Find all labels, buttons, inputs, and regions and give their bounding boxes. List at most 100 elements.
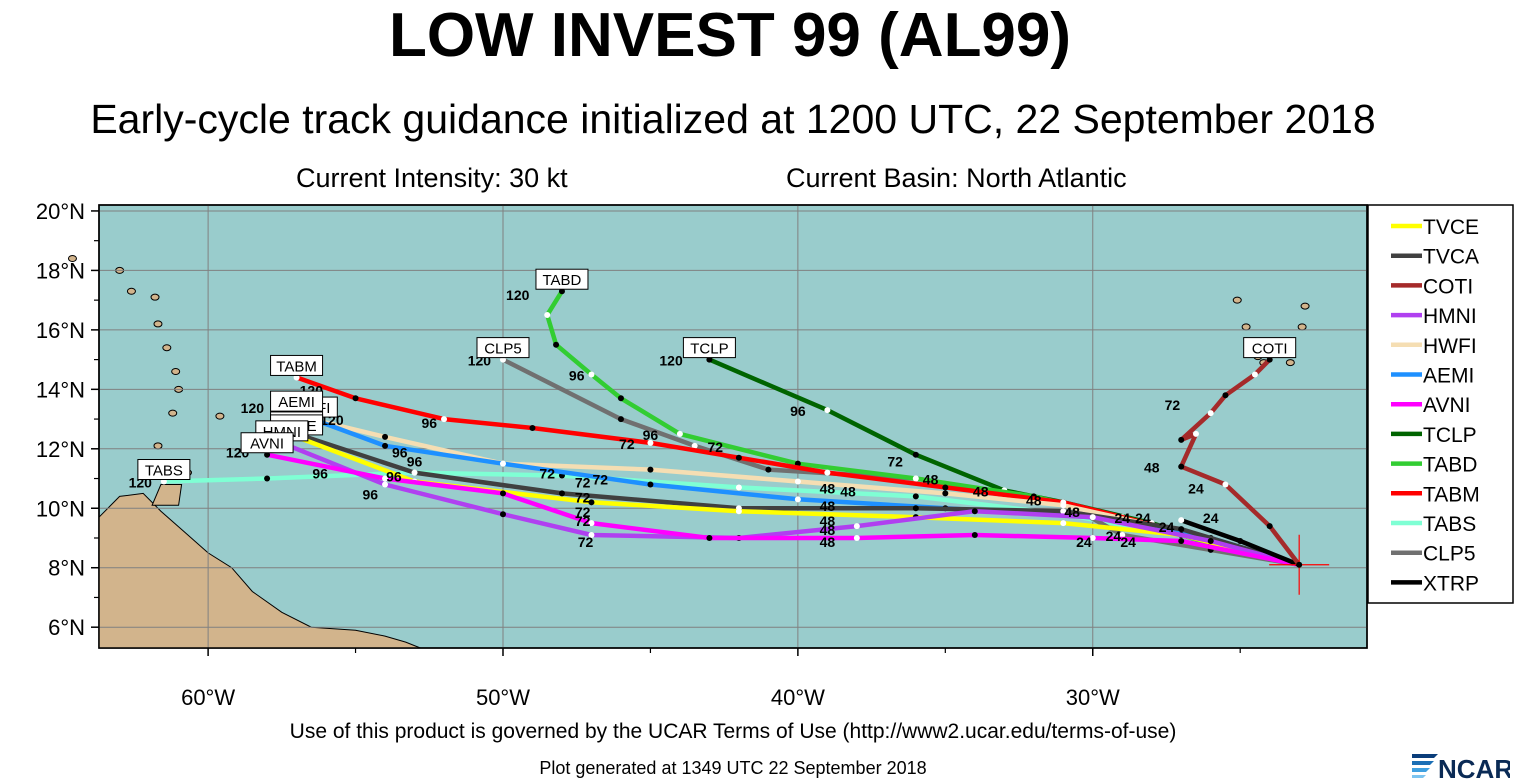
forecast-hour-label: 96 <box>312 466 328 482</box>
track-point-tvca <box>1060 508 1067 515</box>
island <box>67 255 77 263</box>
legend-item-tvce: TVCE <box>1391 216 1479 239</box>
lat-tick-label: 14°N <box>36 377 85 402</box>
track-point-tabm <box>529 424 536 431</box>
forecast-hour-label: 48 <box>820 534 836 550</box>
page-title: LOW INVEST 99 (AL99) <box>388 1 1072 70</box>
track-point-hwfi <box>382 433 389 440</box>
forecast-hour-label: 48 <box>1026 492 1042 508</box>
page-subtitle: Early-cycle track guidance initialized a… <box>90 96 1376 142</box>
forecast-hour-label: 96 <box>790 403 806 419</box>
legend: TVCE TVCA COTI HMNI HWFI AEMI AVNI TCLP TABD TABM… <box>1367 204 1514 604</box>
track-label-box <box>270 354 324 376</box>
track-label-text: TABM <box>276 358 317 375</box>
track-point-avni <box>499 490 506 497</box>
forecast-hour-label: 96 <box>569 367 585 383</box>
track-point-hwfi <box>1060 502 1067 509</box>
track-point-tabm <box>824 469 831 476</box>
track-coti <box>1178 357 1302 568</box>
forecast-hour-label: 72 <box>575 504 591 520</box>
forecast-hour-label: 48 <box>973 483 989 499</box>
track-point-tclp <box>912 451 919 458</box>
legend-label: AEMI <box>1423 365 1474 388</box>
track-point-coti <box>1178 463 1185 470</box>
lat-tick-label: 6°N <box>48 615 85 640</box>
track-label-text: TCLP <box>690 341 728 358</box>
track-point-clp5 <box>1119 532 1126 539</box>
track-point-tabm <box>647 439 654 446</box>
forecast-hour-label: 48 <box>820 513 836 529</box>
track-label-box <box>137 459 191 481</box>
track-point-avni <box>588 520 595 527</box>
forecast-hour-label: 120 <box>506 287 530 303</box>
forecast-hour-label: 72 <box>708 439 724 455</box>
island <box>1300 302 1310 310</box>
track-point-aemi <box>499 460 506 467</box>
forecast-hour-label: 24 <box>1135 510 1151 526</box>
legend-label: XTRP <box>1423 572 1479 595</box>
ncar-logo-mark <box>1412 754 1438 778</box>
track-point-tabs <box>735 484 742 491</box>
lat-tick-label: 20°N <box>36 199 85 224</box>
legend-item-tabs: TABS <box>1391 513 1476 536</box>
track-point-tabd <box>676 430 683 437</box>
lon-tick-label: 40°W <box>771 685 825 710</box>
track-point-tabm <box>352 395 359 402</box>
lat-tick-label: 12°N <box>36 437 85 462</box>
track-point-tabd <box>912 475 919 482</box>
track-label-box <box>535 268 589 290</box>
track-point-hwfi <box>794 478 801 485</box>
track-point-aemi <box>382 442 389 449</box>
lon-tick-label: 50°W <box>476 685 530 710</box>
track-avni <box>264 452 1302 568</box>
south-america-land <box>98 492 421 649</box>
track-point-aemi <box>647 481 654 488</box>
legend-label: HMNI <box>1423 305 1477 328</box>
island <box>162 344 172 352</box>
forecast-hour-label: 24 <box>1114 510 1130 526</box>
track-point-coti <box>1222 481 1229 488</box>
track-point-tvca <box>558 490 565 497</box>
forecast-hour-label: 96 <box>363 486 379 502</box>
track-point-avni <box>971 532 978 539</box>
legend-item-avni: AVNI <box>1391 394 1470 417</box>
island <box>150 293 160 301</box>
track-point-coti <box>1222 392 1229 399</box>
track-point-tabd <box>544 312 551 319</box>
track-point-xtrp <box>1178 517 1185 524</box>
track-point-hmni <box>588 532 595 539</box>
forecast-hour-label: 48 <box>923 471 939 487</box>
track-point-hmni <box>382 481 389 488</box>
track-label-box <box>682 337 736 359</box>
legend-item-tabm: TABM <box>1391 483 1480 506</box>
track-point-tvca <box>411 469 418 476</box>
forecast-hour-label: 24 <box>1188 480 1204 496</box>
forecast-hour-label: 72 <box>575 474 591 490</box>
track-label-text: COTI <box>1252 341 1288 358</box>
island <box>1232 296 1242 304</box>
forecast-hour-label: 24 <box>1203 510 1219 526</box>
track-point-avni <box>382 475 389 482</box>
current-basin: Current Basin: North Atlantic <box>786 163 1127 193</box>
terms-of-use: Use of this product is governed by the U… <box>289 720 1177 743</box>
track-label-coti: COTI <box>1243 337 1297 359</box>
legend-item-clp5: CLP5 <box>1391 543 1476 566</box>
track-hmni <box>279 440 1302 568</box>
track-point-coti <box>1178 436 1185 443</box>
track-label-avni: AVNI <box>240 432 294 454</box>
track-point-coti <box>1207 410 1214 417</box>
track-label-clp5: CLP5 <box>476 337 530 359</box>
track-point-coti <box>1192 430 1199 437</box>
ncar-logo: NCAR <box>1412 754 1510 780</box>
forecast-hour-label: 48 <box>1144 460 1160 476</box>
track-point-tabd <box>617 395 624 402</box>
island <box>215 412 225 420</box>
forecast-hour-label: 24 <box>1120 534 1136 550</box>
track-point-avni <box>706 534 713 541</box>
track-tvca <box>294 431 1302 568</box>
track-point-tabm <box>942 484 949 491</box>
island <box>126 287 136 295</box>
track-point-clp5 <box>617 416 624 423</box>
lon-tick-label: 60°W <box>181 685 235 710</box>
